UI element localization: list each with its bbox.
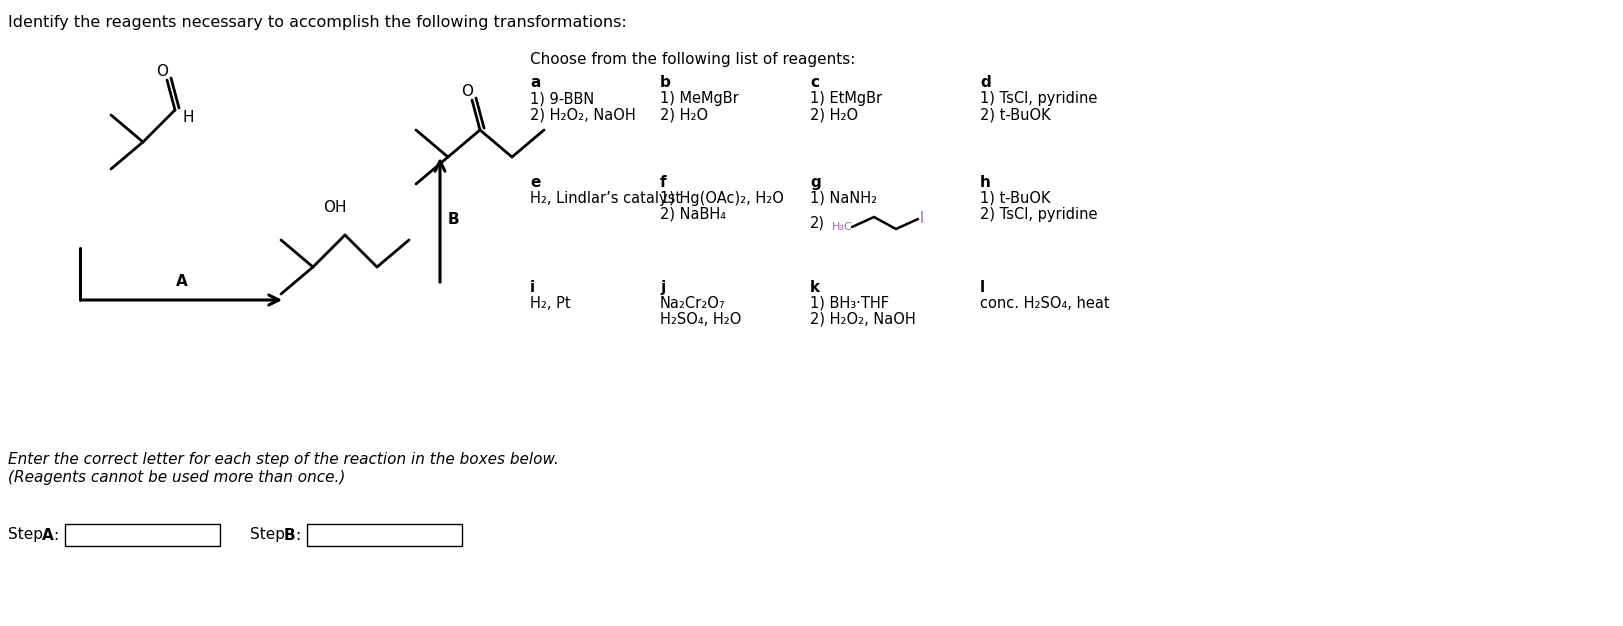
Text: H: H	[183, 111, 195, 125]
Text: l: l	[979, 280, 985, 295]
Text: H₃C: H₃C	[831, 222, 852, 232]
Text: Identify the reagents necessary to accomplish the following transformations:: Identify the reagents necessary to accom…	[8, 15, 626, 30]
Text: A: A	[42, 528, 54, 543]
Text: 2) t-BuOK: 2) t-BuOK	[979, 107, 1050, 122]
Text: b: b	[659, 75, 670, 90]
Text: 2) H₂O₂, NaOH: 2) H₂O₂, NaOH	[810, 312, 915, 327]
Text: 2) TsCl, pyridine: 2) TsCl, pyridine	[979, 207, 1097, 222]
Text: 2) H₂O: 2) H₂O	[810, 107, 857, 122]
Text: 1) TsCl, pyridine: 1) TsCl, pyridine	[979, 91, 1097, 106]
Text: OH: OH	[323, 200, 347, 215]
Text: 1) Hg(OAc)₂, H₂O: 1) Hg(OAc)₂, H₂O	[659, 191, 784, 206]
Text: A: A	[175, 274, 188, 289]
Text: I: I	[920, 212, 923, 227]
Text: :: :	[54, 528, 58, 543]
Text: H₂SO₄, H₂O: H₂SO₄, H₂O	[659, 312, 742, 327]
Text: Enter the correct letter for each step of the reaction in the boxes below.: Enter the correct letter for each step o…	[8, 452, 558, 467]
Text: H₂, Lindlar’s catalyst: H₂, Lindlar’s catalyst	[529, 191, 680, 206]
Text: 2) NaBH₄: 2) NaBH₄	[659, 207, 725, 222]
Bar	[65, 524, 219, 546]
Text: O: O	[156, 64, 167, 80]
Text: 2) H₂O: 2) H₂O	[659, 107, 708, 122]
Text: 1) EtMgBr: 1) EtMgBr	[810, 91, 881, 106]
Text: j: j	[659, 280, 665, 295]
Text: O: O	[461, 85, 472, 100]
Text: 1) MeMgBr: 1) MeMgBr	[659, 91, 738, 106]
Text: H₂, Pt: H₂, Pt	[529, 296, 570, 311]
Bar	[307, 524, 461, 546]
Text: 2): 2)	[810, 215, 824, 230]
Text: e: e	[529, 175, 540, 190]
Text: B: B	[284, 528, 295, 543]
Text: B: B	[448, 212, 459, 227]
Text: a: a	[529, 75, 540, 90]
Text: Step: Step	[250, 528, 289, 543]
Text: 1) 9-BBN: 1) 9-BBN	[529, 91, 594, 106]
Text: (Reagents cannot be used more than once.): (Reagents cannot be used more than once.…	[8, 470, 346, 485]
Text: Choose from the following list of reagents:: Choose from the following list of reagen…	[529, 52, 855, 67]
Text: 1) NaNH₂: 1) NaNH₂	[810, 191, 876, 206]
Text: c: c	[810, 75, 818, 90]
Text: i: i	[529, 280, 536, 295]
Text: d: d	[979, 75, 990, 90]
Text: 2) H₂O₂, NaOH: 2) H₂O₂, NaOH	[529, 107, 635, 122]
Text: Step: Step	[8, 528, 47, 543]
Text: h: h	[979, 175, 990, 190]
Text: Na₂Cr₂O₇: Na₂Cr₂O₇	[659, 296, 725, 311]
Text: k: k	[810, 280, 820, 295]
Text: g: g	[810, 175, 820, 190]
Text: f: f	[659, 175, 665, 190]
Text: 1) t-BuOK: 1) t-BuOK	[979, 191, 1050, 206]
Text: conc. H₂SO₄, heat: conc. H₂SO₄, heat	[979, 296, 1109, 311]
Text: 1) BH₃·THF: 1) BH₃·THF	[810, 296, 888, 311]
Text: :: :	[295, 528, 300, 543]
